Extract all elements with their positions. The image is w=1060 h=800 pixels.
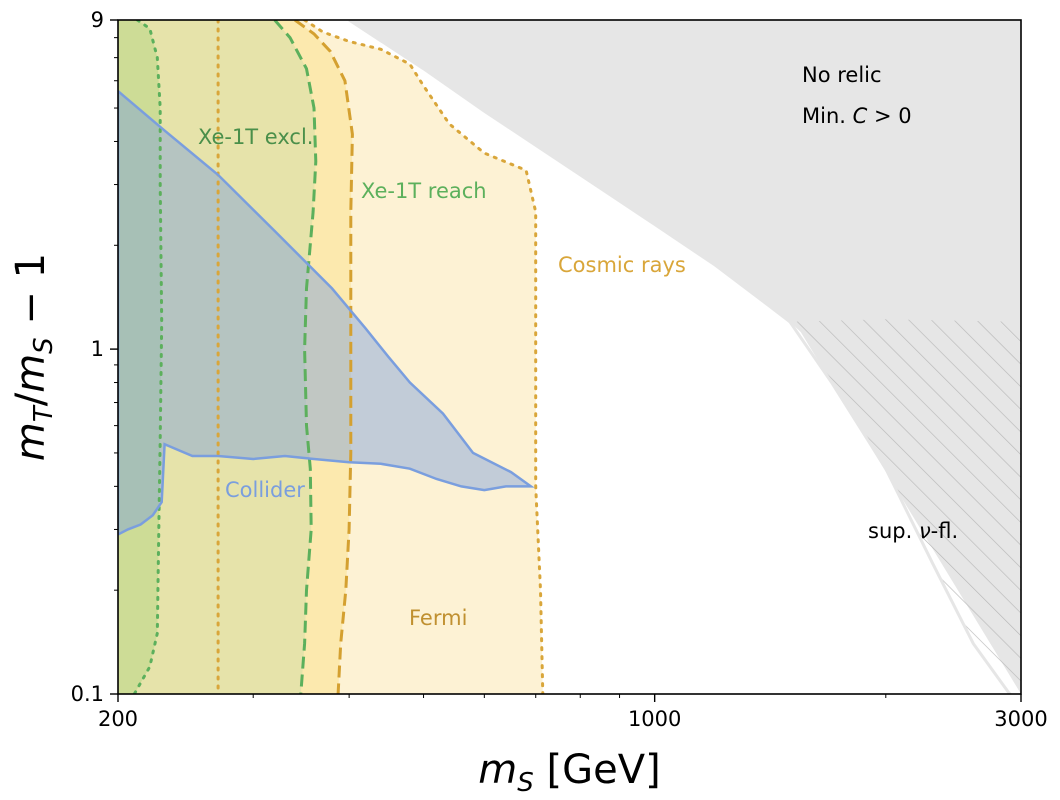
fermi-line [294,20,354,694]
fermi-label: Fermi [409,606,467,630]
x-tick-label: 3000 [994,707,1047,731]
y-tick-label: 1 [91,337,104,361]
x-tick-label: 200 [98,707,138,731]
xe-1t-reach-region [118,20,316,694]
sup-nu-floor-label: sup. ν-fl. [868,519,958,543]
xe-1t-excl-label: Xe-1T excl. [198,125,313,149]
x-tick-label: 1000 [628,707,681,731]
x-axis-label: mS [GeV] [478,747,660,798]
plot-frame [117,19,1022,695]
y-axis-label: mT/mS − 1 [8,253,59,461]
xe-1t-reach-line [273,20,318,694]
collider-label: Collider [225,478,305,502]
no-relic-region [349,20,1021,694]
no-relic-line [348,20,791,323]
collider-region [118,91,531,535]
min-c-label: Min. C > 0 [802,104,912,128]
axes: 200 1000 3000 0.1 1 9 mS [GeV] mT/mS − 1 [8,8,1048,798]
sup-nu-floor-boundary [788,320,1011,694]
y-tick-label: 9 [91,8,104,32]
annotations: No relic Min. C > 0 Xe-1T excl. Xe-1T reach… [198,63,958,630]
collider-line [118,89,535,536]
cosmic-rays-line [303,20,545,694]
cosmic-rays-label: Cosmic rays [558,253,686,277]
xe-1t-reach-label: Xe-1T reach [361,179,487,203]
xe-1t-excl-region [118,20,162,694]
y-tick-label: 0.1 [71,682,104,706]
xe-1t-excl-line [132,20,164,694]
no-relic-label: No relic [802,63,882,87]
plot-area [118,20,1021,694]
